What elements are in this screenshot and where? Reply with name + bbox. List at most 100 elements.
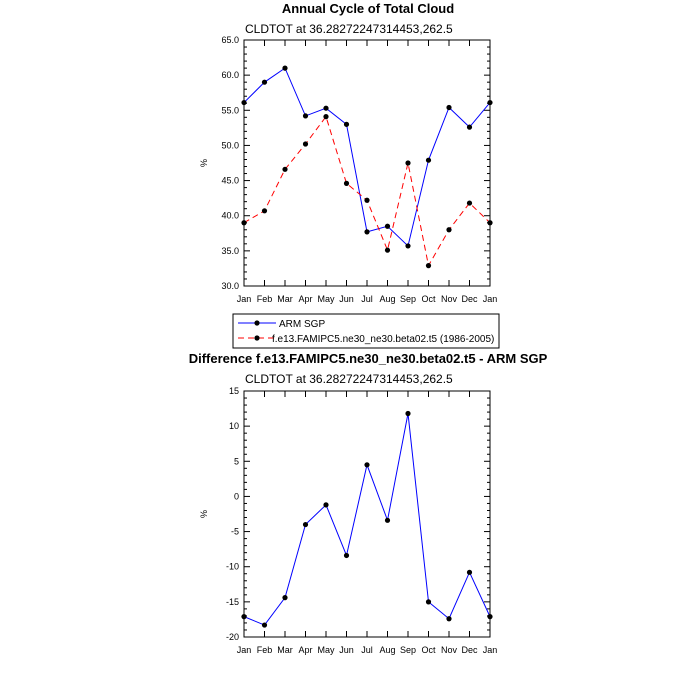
top-ytick-label: 50.0 [221, 140, 239, 150]
top-xtick-label: Nov [441, 294, 458, 304]
top-chart-title: Annual Cycle of Total Cloud [282, 1, 454, 16]
bottom-series-0-point [425, 599, 432, 605]
top-series-0-point [384, 223, 391, 229]
top-series-1-point [343, 180, 350, 186]
bottom-chart-series [241, 410, 493, 628]
bottom-series-0-point [446, 616, 452, 622]
bottom-xtick-label: May [317, 645, 335, 655]
bottom-ytick-label: 10 [229, 421, 239, 431]
top-series-line-0 [243, 67, 491, 247]
bottom-series-0-point [466, 569, 473, 575]
top-series-0-point [466, 124, 473, 130]
bottom-series-0-point [302, 521, 309, 528]
legend-arm-marker [254, 320, 260, 326]
bottom-ytick-label: -15 [226, 597, 239, 607]
bottom-chart-title: Difference f.e13.FAMIPC5.ne30_ne30.beta0… [189, 351, 548, 366]
top-series-0-point [446, 104, 452, 111]
top-series-1-point [261, 208, 268, 214]
bottom-xtick-label: Jul [361, 645, 373, 655]
top-series-1-point [302, 141, 309, 147]
bottom-chart-ylabel: % [199, 510, 209, 518]
bottom-ytick-label: 5 [234, 456, 239, 466]
bottom-ytick-label: 0 [234, 491, 239, 501]
bottom-series-0-point [343, 552, 350, 559]
top-series-1-point [405, 160, 411, 166]
bottom-series-0-point [487, 614, 493, 620]
top-xtick-label: Jan [237, 294, 252, 304]
bottom-chart-frame [243, 390, 491, 638]
top-ytick-label: 45.0 [221, 176, 239, 186]
top-ytick-label: 35.0 [221, 246, 239, 256]
bottom-xtick-label: Mar [277, 645, 293, 655]
top-chart-axes: 30.0 35.0 40.0 45.0 50.0 55.0 60.0 65.0 Jan Feb Ma… [221, 35, 497, 304]
top-series-1-point [425, 263, 432, 269]
top-xtick-label: Sep [400, 294, 416, 304]
bottom-xtick-label: Nov [441, 645, 458, 655]
top-series-0-point [282, 65, 288, 71]
top-series-1-point [487, 220, 493, 226]
top-xtick-label: Aug [379, 294, 395, 304]
bottom-series-0-point [364, 462, 370, 468]
top-xtick-label: Jan [483, 294, 498, 304]
bottom-series-0-point [282, 595, 288, 601]
bottom-xtick-label: Apr [298, 645, 312, 655]
top-ytick-label: 30.0 [221, 281, 239, 291]
top-chart: Annual Cycle of Total Cloud CLDTOT at 36… [199, 1, 497, 304]
top-xtick-label: Dec [461, 294, 478, 304]
top-xtick-label: Oct [421, 294, 436, 304]
bottom-series-0-point [405, 410, 411, 417]
top-series-1-point [466, 200, 473, 206]
bottom-chart-axes: -20 -15 -10 -5 0 5 10 15 Jan Feb Mar Apr May Jun Jul Au… [226, 386, 497, 655]
top-series-0-point [261, 79, 268, 85]
top-series-0-point [425, 157, 432, 163]
top-series-0-point [241, 99, 247, 106]
bottom-series-0-point [384, 517, 391, 523]
top-series-1-point [282, 166, 288, 172]
bottom-ytick-label: -20 [226, 632, 239, 642]
top-series-line-1 [243, 115, 491, 268]
bottom-ytick-label: -5 [231, 527, 239, 537]
top-series-1-point [323, 114, 329, 120]
bottom-chart: Difference f.e13.FAMIPC5.ne30_ne30.beta0… [189, 351, 548, 655]
bottom-xtick-label: Feb [257, 645, 273, 655]
bottom-series-0-point [323, 502, 329, 508]
bottom-ytick-label: -10 [226, 562, 239, 572]
top-series-0-point [343, 121, 350, 127]
bottom-chart-subtitle: CLDTOT at 36.28272247314453,262.5 [245, 372, 453, 386]
bottom-ytick-label: 15 [229, 386, 239, 396]
bottom-xtick-label: Oct [421, 645, 436, 655]
top-series-0-point [364, 229, 370, 235]
bottom-xtick-label: Sep [400, 645, 416, 655]
bottom-series-0-point [261, 622, 268, 628]
top-series-1-point [241, 220, 247, 226]
legend-box [232, 313, 500, 349]
top-series-0-point [302, 113, 309, 119]
top-series-0-point [323, 105, 329, 111]
legend-model-marker [254, 335, 260, 341]
top-series-0-point [487, 99, 493, 106]
top-xtick-label: Apr [298, 294, 312, 304]
top-ytick-label: 65.0 [221, 35, 239, 45]
bottom-series-0-point [241, 614, 247, 620]
top-xtick-label: Feb [257, 294, 273, 304]
top-xtick-label: Jun [339, 294, 354, 304]
top-ytick-label: 40.0 [221, 211, 239, 221]
bottom-xtick-label: Jan [237, 645, 252, 655]
legend: ARM SGP f.e13.FAMIPC5.ne30_ne30.beta02.t… [232, 313, 500, 349]
top-xtick-label: May [317, 294, 335, 304]
top-series-0-point [405, 243, 411, 249]
top-chart-series [241, 65, 493, 269]
top-series-1-point [446, 227, 452, 233]
bottom-xtick-label: Dec [461, 645, 478, 655]
bottom-xtick-label: Jun [339, 645, 354, 655]
top-xtick-label: Jul [361, 294, 373, 304]
top-ytick-label: 60.0 [221, 70, 239, 80]
top-series-1-point [384, 247, 391, 253]
legend-arm-label: ARM SGP [279, 319, 325, 330]
top-chart-ylabel: % [199, 159, 209, 167]
bottom-xtick-label: Aug [379, 645, 395, 655]
legend-model-label: f.e13.FAMIPC5.ne30_ne30.beta02.t5 (1986-… [272, 334, 494, 345]
top-chart-subtitle: CLDTOT at 36.28272247314453,262.5 [245, 22, 453, 36]
bottom-xtick-label: Jan [483, 645, 498, 655]
